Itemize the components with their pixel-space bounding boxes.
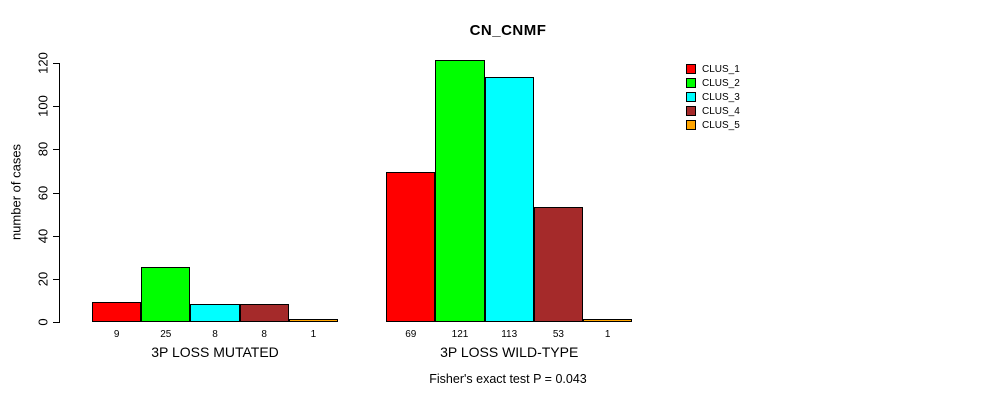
bar-value-label: 9: [113, 329, 120, 340]
y-axis-tick-label: 100: [35, 95, 51, 118]
chart-title: CN_CNMF: [469, 22, 547, 39]
bar-clus_3-group1: [190, 303, 240, 322]
bar-value-label: 113: [501, 329, 518, 340]
legend-label-clus_3: CLUS_3: [702, 92, 740, 103]
y-axis-tick-label: 60: [35, 185, 51, 200]
y-axis-tick: [53, 235, 59, 237]
x-category-label: 3P LOSS WILD-TYPE: [440, 344, 579, 360]
x-category-label: 3P LOSS MUTATED: [151, 344, 279, 360]
bar-clus_4-group1: [239, 303, 289, 322]
y-axis-tick: [53, 63, 59, 64]
bar-value-label: 8: [261, 329, 267, 340]
bar-value-label: 121: [451, 329, 469, 340]
legend-label-clus_2: CLUS_2: [702, 78, 740, 89]
y-axis-tick-label: 20: [35, 271, 51, 287]
legend-swatch-clus_4: [686, 106, 696, 116]
legend-swatch-clus_1: [686, 64, 696, 74]
bar-clus_5-group2: [583, 318, 633, 322]
bar-clus_2-group2: [435, 59, 485, 322]
bar-value-label: 1: [604, 329, 611, 340]
legend-label-clus_5: CLUS_5: [702, 120, 740, 131]
bar-clus_2-group1: [141, 267, 191, 322]
y-axis-tick-label: 40: [35, 228, 51, 243]
bar-value-label: 1: [310, 329, 317, 340]
legend-label-clus_1: CLUS_1: [702, 64, 740, 75]
y-axis-tick: [53, 278, 59, 280]
bar-value-label: 25: [160, 329, 172, 340]
bar-value-label: 69: [405, 329, 417, 340]
y-axis-tick-label: 0: [35, 318, 51, 326]
bar-clus_1-group2: [386, 172, 436, 322]
y-axis-tick: [53, 322, 59, 323]
y-axis-tick: [53, 149, 59, 151]
y-axis-tick: [53, 106, 59, 108]
bar-value-label: 8: [212, 329, 218, 340]
bar-clus_5-group1: [288, 318, 338, 322]
fisher-test-annotation: Fisher's exact test P = 0.043: [429, 372, 587, 386]
y-axis-tick-label: 120: [35, 52, 51, 74]
y-axis-title: number of cases: [8, 143, 24, 241]
legend-label-clus_4: CLUS_4: [702, 106, 740, 117]
bar-clus_3-group2: [484, 77, 534, 322]
bar-clus_4-group2: [533, 206, 583, 322]
y-axis-line: [59, 63, 60, 323]
legend-swatch-clus_5: [686, 120, 696, 130]
bar-value-label: 53: [552, 329, 564, 340]
legend-swatch-clus_2: [686, 78, 696, 88]
bar-clus_1-group1: [92, 301, 142, 322]
legend-swatch-clus_3: [686, 92, 696, 102]
y-axis-tick-label: 80: [35, 142, 51, 157]
y-axis-tick: [53, 192, 59, 194]
